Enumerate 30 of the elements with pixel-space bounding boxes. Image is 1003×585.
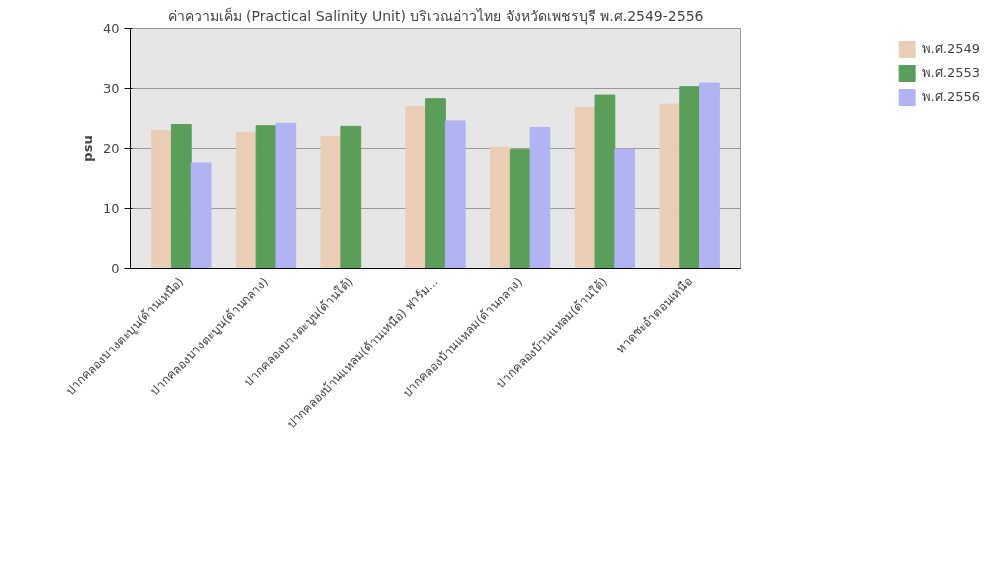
bar — [151, 130, 172, 269]
bar — [594, 94, 616, 269]
bar — [235, 131, 257, 269]
y-tick-label: 0 — [111, 261, 120, 276]
bar — [275, 122, 297, 269]
bar — [574, 107, 596, 269]
bar — [659, 103, 681, 269]
bar — [444, 120, 466, 269]
y-tick-label: 10 — [102, 201, 120, 216]
chart-title: ค่าความเค็ม (Practical Salinity Unit) บริเวณอ่าวไทย จังหวัดเพชรบุรี พ.ศ.2549-2556 — [167, 6, 704, 25]
bar — [190, 162, 212, 269]
bar — [405, 106, 427, 269]
legend-label: พ.ศ.2549 — [921, 40, 980, 58]
bar — [679, 86, 701, 269]
y-tick-label: 20 — [102, 141, 120, 156]
bar — [509, 149, 531, 269]
legend-label: พ.ศ.2553 — [921, 64, 980, 82]
bar — [699, 82, 720, 269]
bar — [425, 98, 446, 269]
bar — [170, 124, 192, 269]
bar — [255, 125, 277, 269]
bar — [529, 127, 551, 269]
bar — [320, 136, 342, 269]
y-axis-title: psu — [79, 135, 95, 162]
bar — [490, 146, 511, 269]
y-tick-label: 30 — [102, 81, 120, 96]
legend-label: พ.ศ.2556 — [921, 88, 980, 106]
bar — [614, 148, 636, 269]
bar — [340, 125, 362, 269]
y-tick-label: 40 — [102, 21, 120, 36]
